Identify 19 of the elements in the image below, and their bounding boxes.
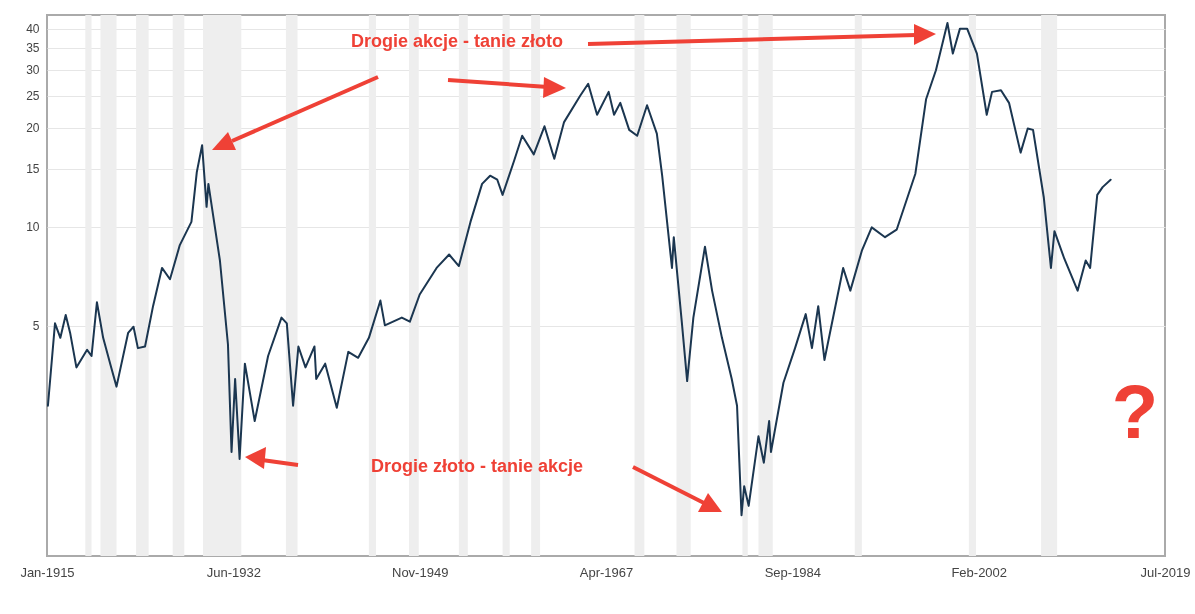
y-tick-label: 30 <box>26 63 40 78</box>
y-tick-label: 10 <box>26 220 40 235</box>
y-tick-label: 20 <box>26 121 40 136</box>
line-series <box>47 22 1112 517</box>
annotation: ? <box>1111 369 1159 454</box>
x-tick-label: Feb-2002 <box>951 564 1008 580</box>
x-tick-label: Sep-1984 <box>764 564 822 580</box>
x-tick-label: Jun-1932 <box>206 564 261 580</box>
y-tick-label: 5 <box>32 319 40 334</box>
y-tick-label: 40 <box>26 22 40 37</box>
annotation: Drogie złoto - tanie akcje <box>370 456 584 476</box>
y-tick-label: 15 <box>26 162 40 177</box>
x-tick-label: Apr-1967 <box>579 564 634 580</box>
annotation: Drogie akcje - tanie złoto <box>350 31 564 51</box>
x-tick-label: Jul-2019 <box>1140 564 1191 580</box>
x-tick-label: Nov-1949 <box>392 564 449 580</box>
y-tick-label: 35 <box>26 41 40 56</box>
x-tick-label: Jan-1915 <box>20 564 75 580</box>
y-tick-label: 25 <box>26 89 40 104</box>
